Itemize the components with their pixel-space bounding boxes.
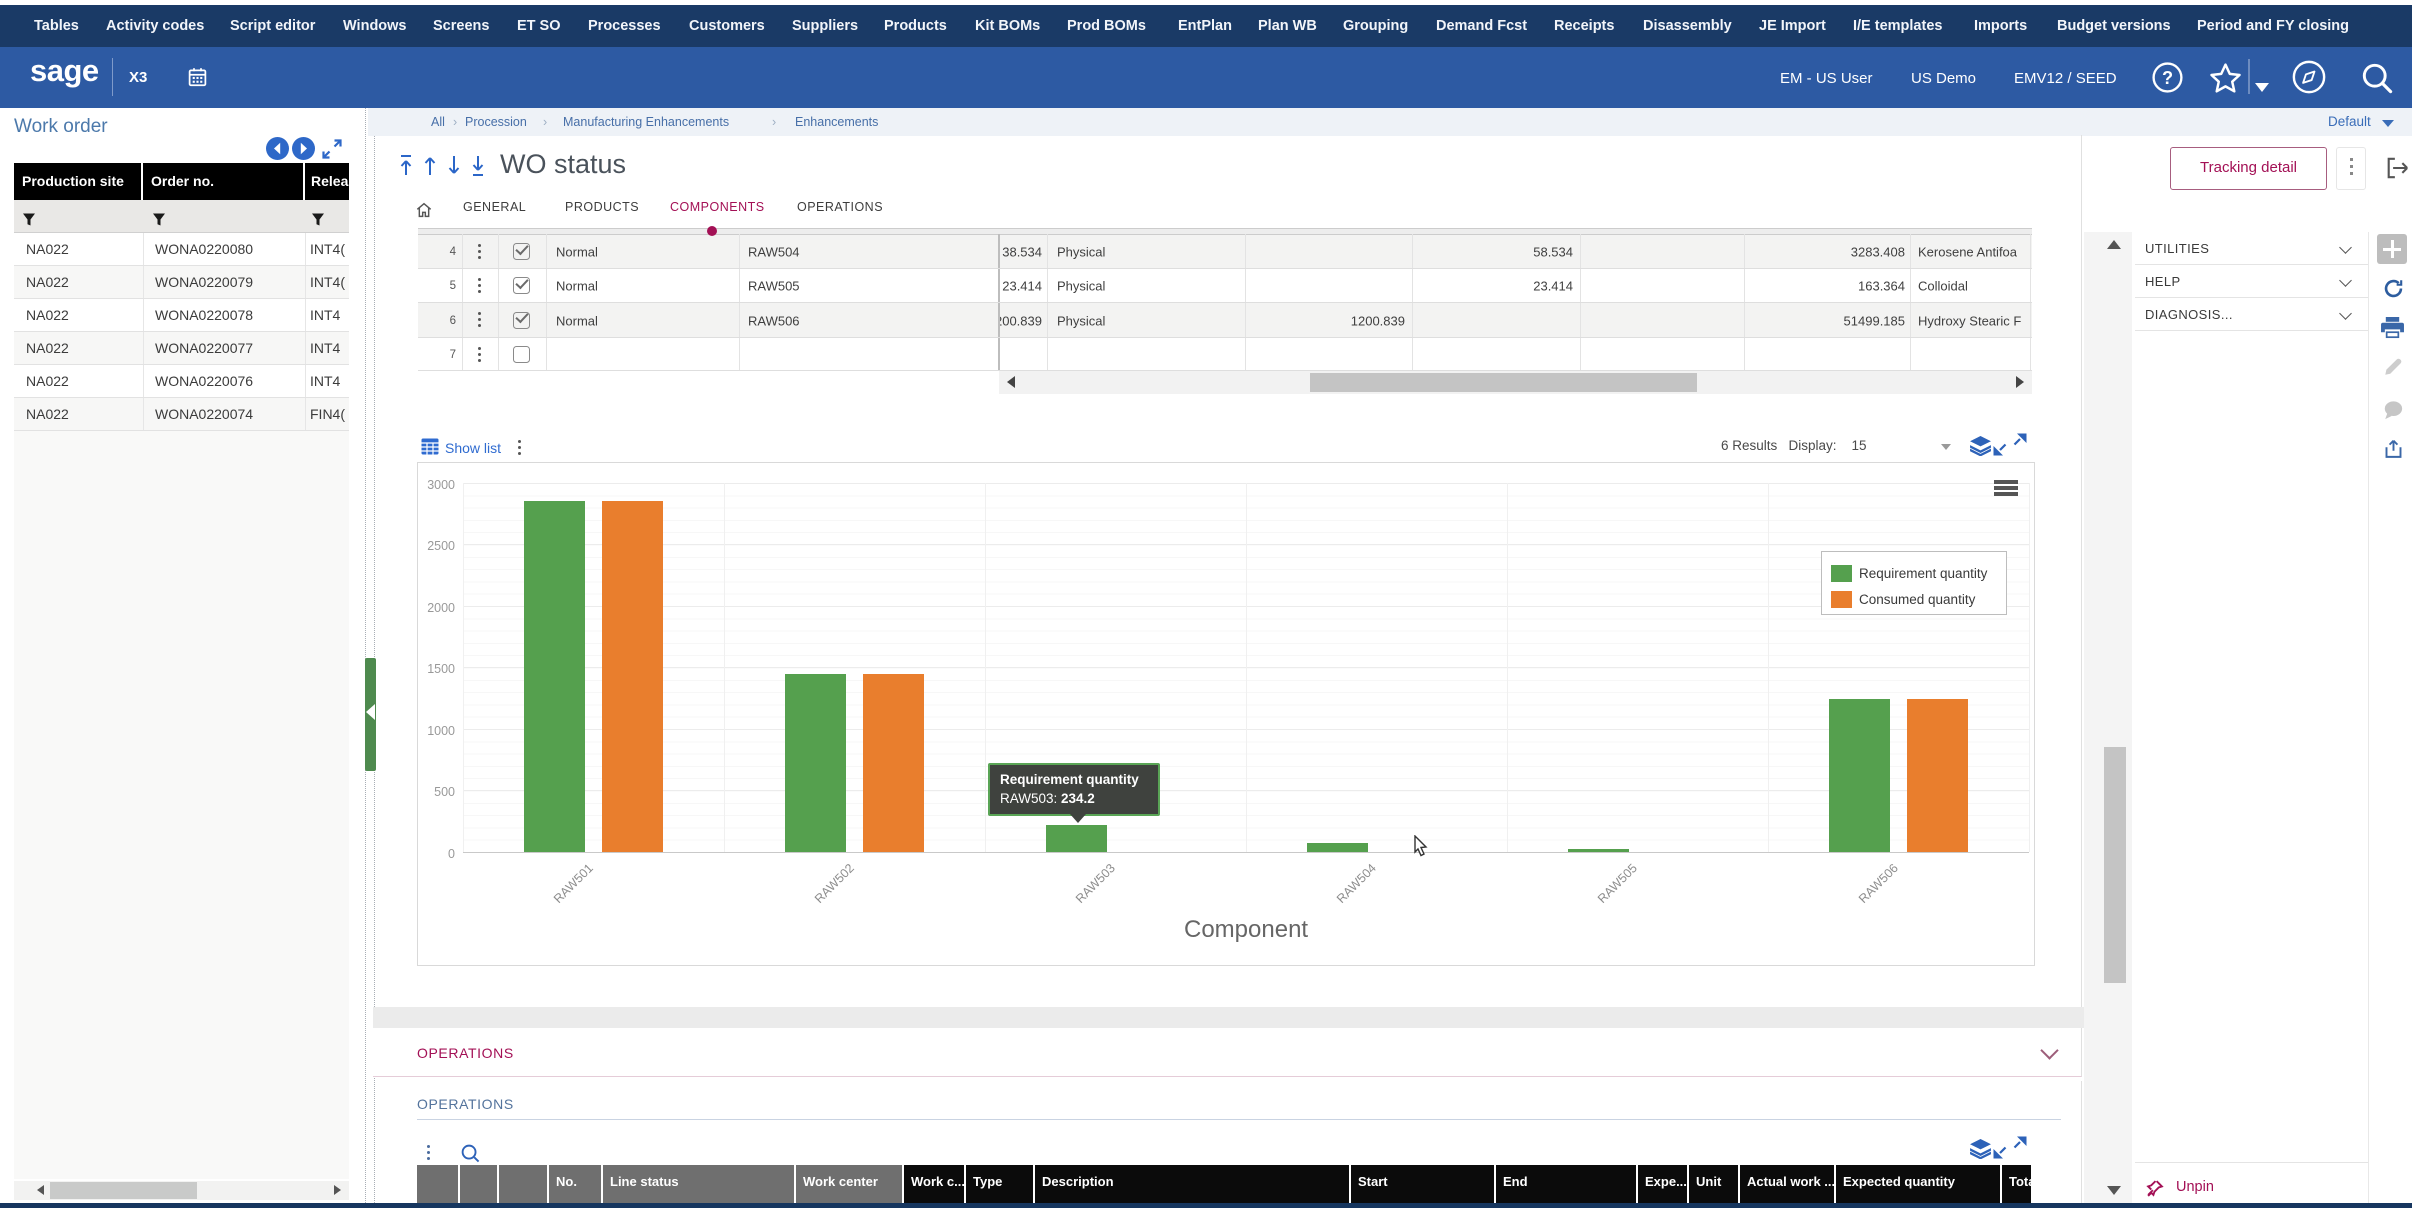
svg-text:?: ? bbox=[2162, 68, 2173, 88]
